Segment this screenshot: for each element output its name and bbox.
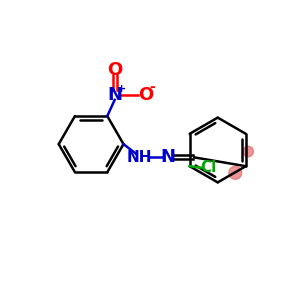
Text: O: O [107, 61, 122, 80]
Text: NH: NH [127, 150, 152, 165]
Text: N: N [160, 148, 175, 166]
Text: Cl: Cl [201, 160, 217, 175]
Text: +: + [116, 84, 126, 94]
Circle shape [229, 166, 242, 179]
Text: -: - [149, 80, 155, 94]
Circle shape [243, 146, 254, 157]
Text: O: O [138, 86, 153, 104]
Text: N: N [107, 86, 122, 104]
